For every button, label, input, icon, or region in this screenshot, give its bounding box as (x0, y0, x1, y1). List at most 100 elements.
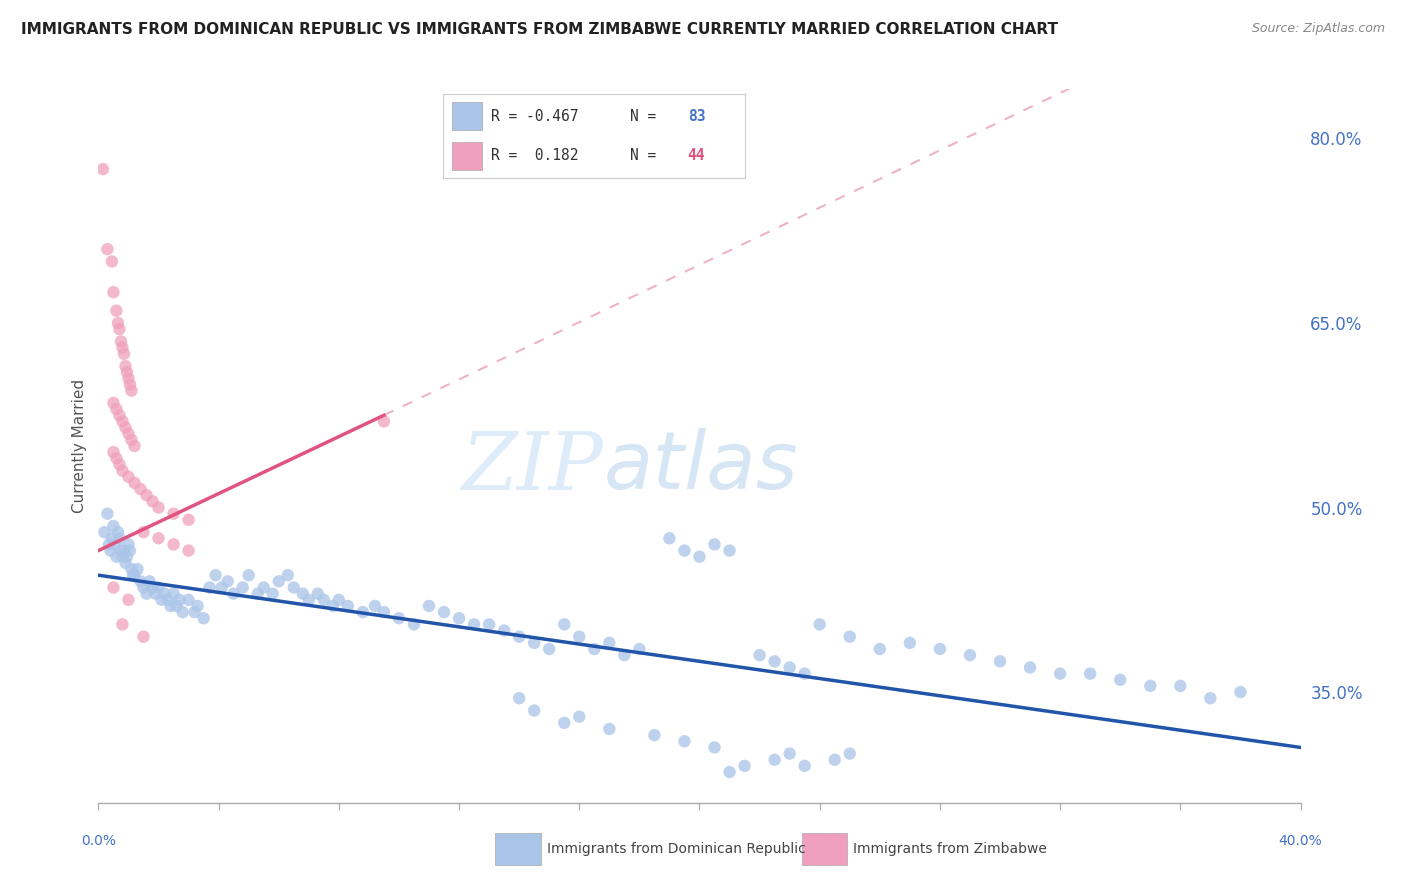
Text: N =: N = (630, 148, 665, 163)
Point (172, 605, 194, 619)
Point (111, 414, 134, 428)
Point (101, 531, 124, 545)
Point (118, 377, 141, 392)
Point (91, 162, 114, 177)
Point (114, 359, 136, 373)
Point (110, 543, 132, 558)
Point (111, 549, 134, 564)
Point (1139, 679, 1161, 693)
Point (538, 642, 561, 657)
FancyBboxPatch shape (495, 833, 541, 865)
Point (177, 543, 200, 558)
Point (148, 581, 170, 595)
Point (117, 592, 139, 607)
Point (1170, 679, 1192, 693)
Point (553, 617, 575, 632)
Text: atlas: atlas (603, 428, 799, 507)
Point (177, 513, 200, 527)
FancyBboxPatch shape (801, 833, 848, 865)
Point (162, 507, 184, 521)
Point (124, 475, 146, 490)
Text: Source: ZipAtlas.com: Source: ZipAtlas.com (1251, 22, 1385, 36)
Point (658, 531, 681, 545)
Point (162, 537, 184, 551)
Point (96, 242, 118, 256)
Point (141, 494, 163, 508)
Point (598, 722, 620, 736)
Y-axis label: Currently Married: Currently Married (72, 379, 87, 513)
Point (107, 525, 129, 540)
Point (307, 587, 329, 601)
Point (463, 617, 485, 632)
Point (103, 445, 125, 459)
Point (523, 704, 546, 718)
Point (114, 556, 136, 570)
Bar (451, 103, 482, 130)
Point (117, 537, 139, 551)
Point (447, 611, 470, 625)
Point (108, 409, 131, 423)
Point (117, 371, 139, 385)
Point (177, 592, 200, 607)
Point (336, 599, 359, 613)
Point (402, 617, 425, 632)
Point (115, 549, 138, 564)
Point (779, 660, 801, 674)
Point (121, 433, 143, 447)
Point (129, 482, 152, 496)
Point (124, 439, 146, 453)
Point (673, 734, 696, 748)
Point (232, 581, 254, 595)
Point (121, 384, 143, 398)
Point (108, 458, 131, 472)
Point (204, 568, 226, 582)
Point (105, 549, 128, 564)
Point (283, 581, 305, 595)
Point (718, 543, 741, 558)
Point (312, 592, 335, 607)
Point (793, 666, 815, 681)
Point (869, 642, 891, 657)
Point (598, 636, 620, 650)
Point (100, 543, 122, 558)
Point (793, 759, 815, 773)
Point (718, 765, 741, 780)
Point (156, 592, 179, 607)
Point (108, 322, 131, 336)
Text: 44: 44 (688, 148, 706, 163)
Point (824, 753, 846, 767)
Text: N =: N = (630, 109, 665, 124)
Point (132, 525, 155, 540)
Point (253, 581, 276, 595)
Point (105, 303, 128, 318)
Point (93, 525, 115, 540)
Point (169, 592, 191, 607)
Point (643, 728, 665, 742)
Point (494, 624, 516, 638)
Point (148, 500, 170, 515)
Point (673, 543, 696, 558)
Point (132, 581, 155, 595)
Point (150, 592, 173, 607)
Point (111, 341, 134, 355)
Point (97, 537, 120, 551)
Point (628, 642, 651, 657)
Point (117, 426, 139, 441)
Point (277, 568, 299, 582)
Point (166, 599, 188, 613)
Point (112, 347, 135, 361)
Point (145, 587, 167, 601)
Point (959, 648, 981, 662)
Point (105, 402, 128, 417)
Point (508, 691, 530, 706)
Text: R = -0.467: R = -0.467 (491, 109, 579, 124)
Point (129, 574, 152, 589)
Point (1019, 660, 1042, 674)
Point (929, 642, 952, 657)
Point (124, 568, 146, 582)
Point (1049, 666, 1071, 681)
Point (1199, 691, 1222, 706)
Point (613, 648, 636, 662)
Point (193, 611, 215, 625)
Point (583, 642, 606, 657)
